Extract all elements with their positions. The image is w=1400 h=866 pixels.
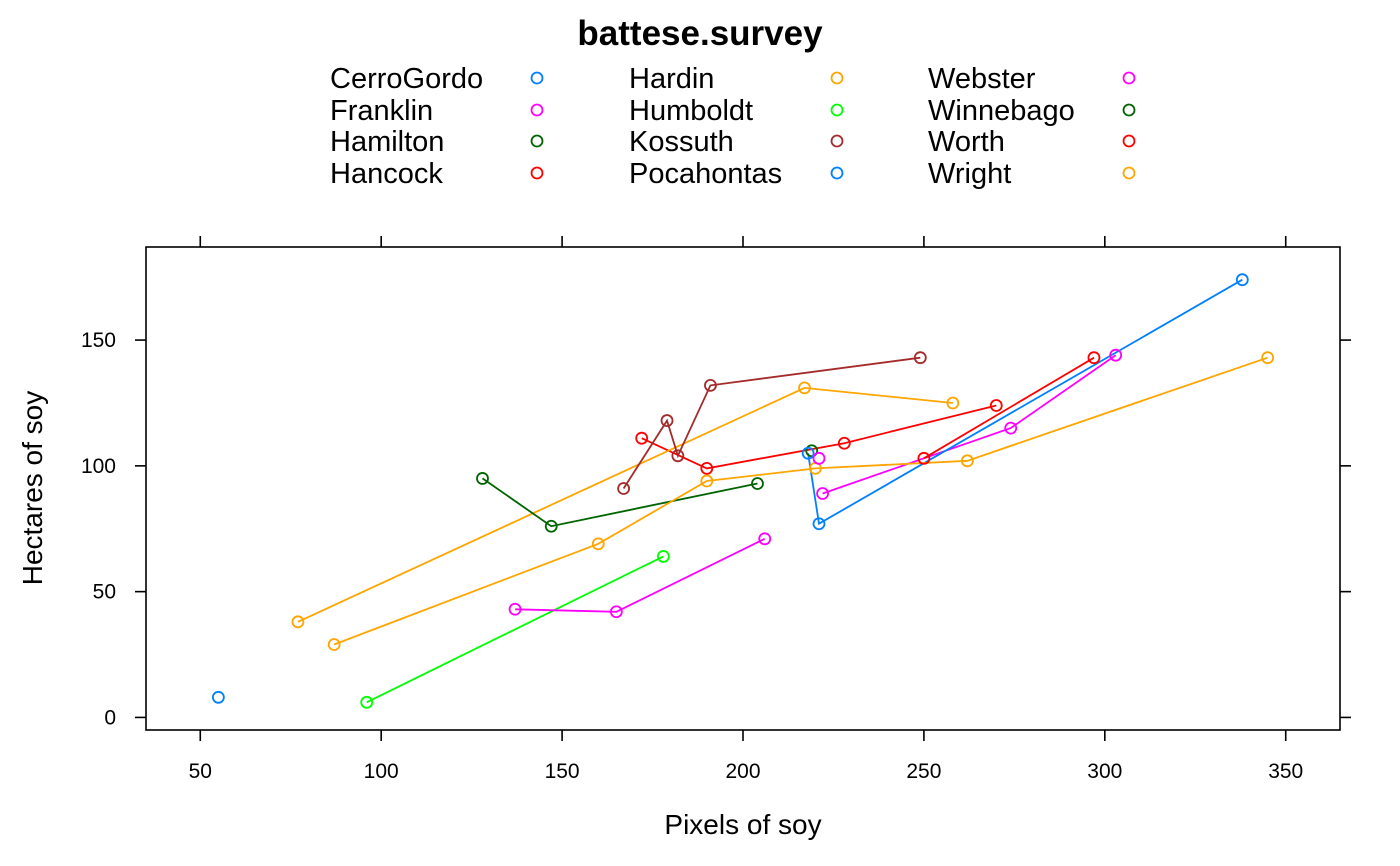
legend-symbol-wright xyxy=(1122,166,1136,180)
legend-label-cerrogordo: CerroGordo xyxy=(330,63,483,95)
series-line-webster xyxy=(515,537,766,613)
legend-symbol-kossuth xyxy=(830,134,844,148)
series-line-winnebago xyxy=(481,477,758,528)
data-point-hancock xyxy=(989,399,1003,412)
data-point-winnebago xyxy=(476,472,489,485)
legend-label-pocahontas: Pocahontas xyxy=(629,158,782,190)
x-axis-label: Pixels of soy xyxy=(664,809,821,840)
data-point-wright xyxy=(1261,351,1275,365)
data-point-hancock xyxy=(700,461,714,475)
x-tick-label: 200 xyxy=(725,760,760,783)
legend-label-hamilton: Hamilton xyxy=(330,126,444,158)
data-point-worth xyxy=(1087,351,1101,365)
data-point-wright xyxy=(591,537,605,551)
legend-symbol-franklin xyxy=(530,103,544,117)
x-tick-label: 250 xyxy=(906,760,941,783)
data-point-webster xyxy=(609,605,623,619)
x-tick-label: 300 xyxy=(1087,760,1122,783)
legend-symbol-worth xyxy=(1122,134,1136,148)
legend-symbol-webster xyxy=(1122,71,1136,85)
legend-symbol-winnebago xyxy=(1122,103,1136,117)
legend-label-hardin: Hardin xyxy=(629,63,714,95)
x-tick-label: 350 xyxy=(1268,760,1303,783)
y-axis-label: Hectares of soy xyxy=(17,391,48,586)
axes: 50 100 150 200 250 300 350 0 50 100 150 xyxy=(81,236,1351,783)
data-point-pocahontas xyxy=(801,446,815,460)
x-tick-label: 100 xyxy=(364,760,399,783)
plot-frame xyxy=(145,246,1341,731)
data-point-kossuth xyxy=(660,414,674,427)
series-lines xyxy=(297,278,1268,704)
legend-symbol-hamilton xyxy=(530,134,544,148)
data-point-franklin xyxy=(1004,421,1018,435)
series-line-wright xyxy=(333,356,1268,646)
series-points xyxy=(211,273,1275,709)
y-tick-label: 100 xyxy=(81,455,116,478)
data-point-winnebago xyxy=(751,477,764,490)
data-point-wright xyxy=(700,474,714,488)
data-point-cerrogordo xyxy=(211,690,225,704)
series-line-hardin xyxy=(297,386,953,623)
series-line-worth xyxy=(923,356,1095,460)
legend-symbol-cerrogordo xyxy=(530,71,544,85)
series-line-hancock xyxy=(641,404,997,470)
legend-label-hancock: Hancock xyxy=(330,158,443,190)
data-point-hancock xyxy=(635,431,649,445)
data-point-hancock xyxy=(837,436,851,450)
data-point-wright xyxy=(960,454,974,468)
legend-label-winnebago: Winnebago xyxy=(928,95,1075,127)
data-point-worth xyxy=(917,451,931,465)
series-line-pocahontas xyxy=(807,278,1243,526)
series-line-humboldt xyxy=(366,555,664,704)
data-point-hardin xyxy=(946,396,960,410)
series-line-franklin xyxy=(822,354,1117,495)
y-tick-label: 50 xyxy=(93,581,116,604)
data-point-pocahontas xyxy=(812,517,826,531)
legend-label-kossuth: Kossuth xyxy=(629,126,734,158)
legend-label-franklin: Franklin xyxy=(330,95,433,127)
legend-symbol-humboldt xyxy=(830,103,844,117)
series-line-kossuth xyxy=(622,356,921,489)
y-tick-label: 0 xyxy=(104,706,116,729)
data-point-franklin xyxy=(816,487,829,500)
x-tick-label: 50 xyxy=(189,760,212,783)
data-point-webster xyxy=(812,451,826,465)
data-point-kossuth xyxy=(671,449,685,463)
data-point-hardin xyxy=(798,381,811,395)
legend-symbol-pocahontas xyxy=(830,166,844,180)
data-point-webster xyxy=(758,532,772,546)
legend-label-humboldt: Humboldt xyxy=(629,95,753,127)
x-tick-label: 150 xyxy=(545,760,580,783)
data-point-franklin xyxy=(1109,348,1123,362)
legend-symbol-hancock xyxy=(530,166,544,180)
legend-symbol-hardin xyxy=(830,71,844,85)
data-point-pocahontas xyxy=(1235,273,1249,287)
data-point-wright xyxy=(327,638,341,651)
data-point-kossuth xyxy=(704,378,717,392)
data-point-humboldt xyxy=(360,695,374,709)
legend-label-worth: Worth xyxy=(928,126,1005,158)
data-point-winnebago xyxy=(544,519,558,533)
legend-label-wright: Wright xyxy=(928,158,1011,190)
data-point-kossuth xyxy=(913,351,927,365)
data-point-humboldt xyxy=(657,550,670,563)
data-point-webster xyxy=(508,602,522,616)
data-point-hardin xyxy=(291,615,305,629)
chart-title: battese.survey xyxy=(577,14,823,53)
y-tick-label: 150 xyxy=(81,329,116,352)
data-point-kossuth xyxy=(617,482,630,495)
legend-label-webster: Webster xyxy=(928,63,1036,95)
